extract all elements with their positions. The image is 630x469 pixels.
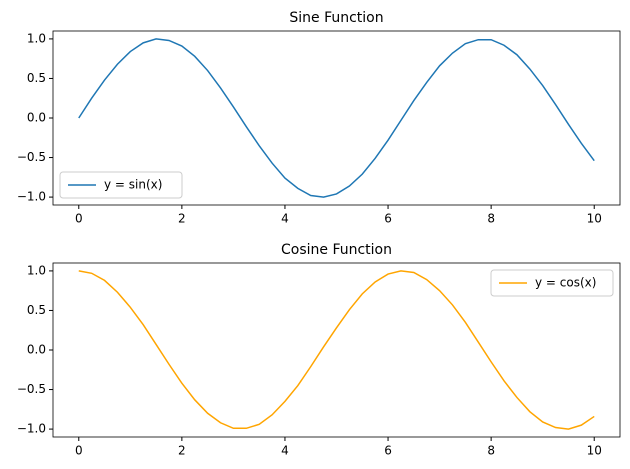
axes-frame xyxy=(52,262,621,438)
x-tick-label: 4 xyxy=(281,444,289,458)
legend-label: y = sin(x) xyxy=(104,178,162,192)
y-tick-label: 0.0 xyxy=(27,111,46,125)
y-tick-label: 0.5 xyxy=(27,71,46,85)
x-tick-label: 4 xyxy=(281,212,289,226)
y-tick-label: −0.5 xyxy=(17,382,46,396)
x-tick-label: 2 xyxy=(178,212,186,226)
x-tick-label: 10 xyxy=(587,444,602,458)
y-tick-label: −1.0 xyxy=(17,190,46,204)
y-tick-label: 1.0 xyxy=(27,31,46,45)
chart-title: Sine Function xyxy=(289,10,383,26)
x-tick-label: 10 xyxy=(587,212,602,226)
y-tick-label: 0.0 xyxy=(27,343,46,357)
x-tick-label: 0 xyxy=(75,212,83,226)
line-series xyxy=(78,270,595,430)
x-tick-label: 0 xyxy=(75,444,83,458)
chart-title: Cosine Function xyxy=(281,242,392,258)
x-tick-label: 8 xyxy=(487,444,495,458)
axes-frame xyxy=(52,30,621,206)
legend-box xyxy=(59,171,183,199)
line-series xyxy=(78,38,595,198)
x-tick-label: 6 xyxy=(384,212,392,226)
legend-box xyxy=(490,269,614,297)
x-tick-label: 8 xyxy=(487,212,495,226)
x-tick-label: 6 xyxy=(384,444,392,458)
y-tick-label: 0.5 xyxy=(27,303,46,317)
y-tick-label: 1.0 xyxy=(27,263,46,277)
x-tick-label: 2 xyxy=(178,444,186,458)
y-tick-label: −0.5 xyxy=(17,150,46,164)
y-tick-label: −1.0 xyxy=(17,422,46,436)
legend-label: y = cos(x) xyxy=(535,276,596,290)
